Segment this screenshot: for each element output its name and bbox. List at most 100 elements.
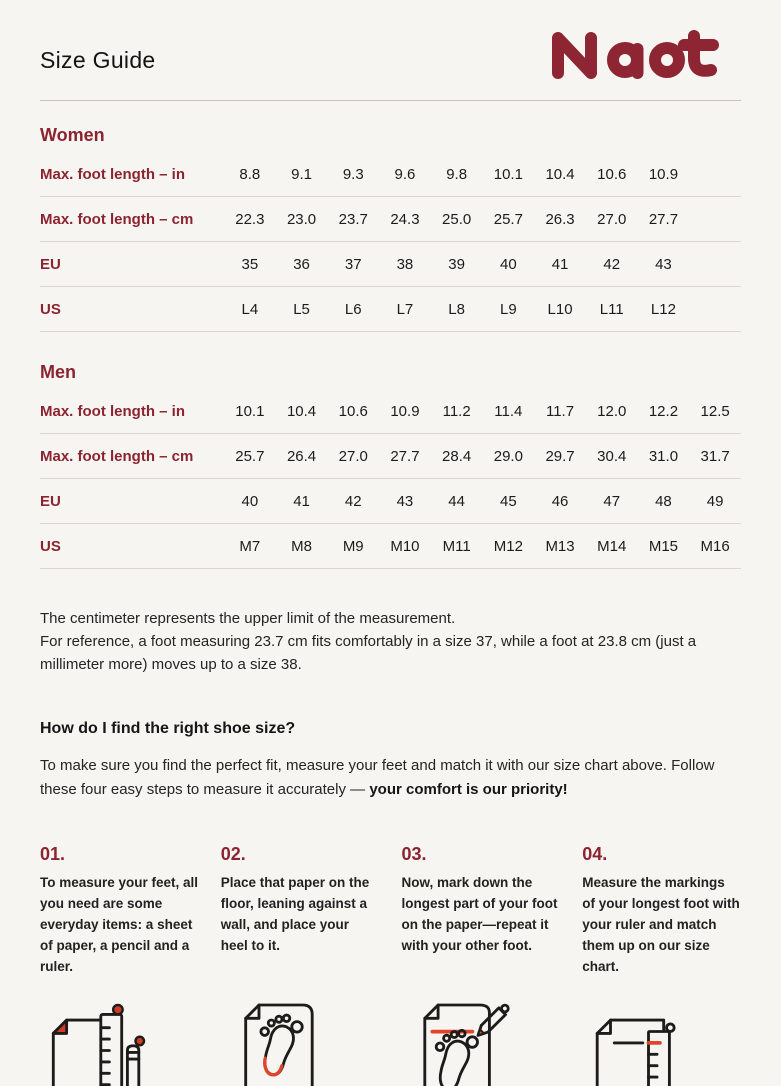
men-section-title: Men bbox=[40, 362, 76, 382]
size-value-cell: L8 bbox=[448, 300, 465, 318]
header: Size Guide bbox=[40, 28, 741, 82]
size-value-cell: 23.7 bbox=[338, 210, 368, 228]
size-table-row: EU 35 36 37 38 39 40 41 42 43 bbox=[40, 242, 741, 287]
step-1-text: To measure your feet, all you need are s… bbox=[40, 875, 199, 974]
size-value-cell: 11.2 bbox=[442, 402, 471, 420]
how-to-intro-text: To make sure you find the perfect fit, m… bbox=[40, 757, 715, 798]
size-value-cell: 39 bbox=[448, 255, 465, 273]
size-value-cell: 40 bbox=[500, 255, 517, 273]
size-value-cell: M9 bbox=[342, 537, 364, 555]
step-2: 02. Place that paper on the floor, leani… bbox=[221, 844, 380, 1086]
size-value-cell: 47 bbox=[603, 492, 621, 510]
size-value-cell: 49 bbox=[706, 492, 724, 510]
row-label: Max. foot length – cm bbox=[40, 447, 194, 465]
size-value-cell: 9.1 bbox=[291, 165, 312, 183]
size-value-cell: 10.4 bbox=[286, 402, 317, 420]
size-value-cell: 10.1 bbox=[493, 165, 523, 183]
size-table-row: US M7 M8 M9 M10 M11 M12 M13 M14 M15 M16 bbox=[40, 524, 741, 569]
size-value-cell: 9.8 bbox=[446, 165, 468, 183]
size-value-cell: 41 bbox=[551, 255, 569, 273]
header-divider bbox=[40, 100, 741, 101]
size-value-cell: L12 bbox=[650, 300, 676, 318]
row-label: EU bbox=[40, 255, 61, 273]
size-value-cell: 41 bbox=[293, 492, 310, 510]
row-label: Max. foot length – in bbox=[40, 165, 185, 183]
size-value-cell: 37 bbox=[344, 255, 362, 273]
size-value-cell: 27.0 bbox=[597, 210, 627, 228]
row-label: Max. foot length – cm bbox=[40, 210, 194, 228]
size-value-cell: 36 bbox=[293, 255, 310, 273]
row-label: Max. foot length – in bbox=[40, 402, 185, 420]
step-1: 01. To measure your feet, all you need a… bbox=[40, 844, 199, 1086]
size-value-cell: 12.0 bbox=[597, 402, 627, 420]
size-value-cell: M16 bbox=[700, 537, 730, 555]
size-value-cell: M7 bbox=[239, 537, 261, 555]
note-line-2: For reference, a foot measuring 23.7 cm … bbox=[40, 633, 697, 673]
size-value-cell: M11 bbox=[442, 537, 471, 555]
size-value-cell: L9 bbox=[500, 300, 517, 318]
size-value-cell: L10 bbox=[547, 300, 573, 318]
size-value-cell: 30.4 bbox=[597, 447, 627, 465]
men-size-table: Max. foot length – in 10.1 10.4 10.6 10.9 11.… bbox=[40, 389, 741, 569]
size-value-cell: 12.2 bbox=[648, 402, 679, 420]
step-2-number: 02. bbox=[220, 844, 246, 864]
size-value-cell: 25.0 bbox=[442, 210, 472, 228]
size-value-cell: 27.0 bbox=[338, 447, 368, 465]
paper-ruler-pencil-icon bbox=[40, 1001, 199, 1086]
size-value-cell: 11.7 bbox=[545, 402, 575, 420]
page-title: Size Guide bbox=[40, 46, 156, 73]
size-value-cell: L4 bbox=[241, 300, 259, 318]
size-value-cell: 43 bbox=[396, 492, 414, 510]
size-value-cell: 26.4 bbox=[286, 447, 317, 465]
step-3-text: Now, mark down the longest part of your … bbox=[401, 875, 558, 953]
size-value-cell: 27.7 bbox=[390, 447, 420, 465]
size-value-cell: 42 bbox=[603, 255, 621, 273]
size-table-row: Max. foot length – cm 22.3 23.0 23.7 24.3 25.… bbox=[40, 197, 741, 242]
size-value-cell: 42 bbox=[344, 492, 362, 510]
size-value-cell: 23.0 bbox=[286, 210, 317, 228]
size-value-cell: 28.4 bbox=[442, 447, 472, 465]
paper-ruler-measure-icon bbox=[582, 1001, 741, 1086]
size-value-cell: 29.7 bbox=[545, 447, 575, 465]
size-value-cell: 31.0 bbox=[648, 447, 679, 465]
size-value-cell: 35 bbox=[241, 255, 259, 273]
size-table-row: Max. foot length – in 8.8 9.1 9.3 9.6 9.8 10.1… bbox=[40, 152, 741, 197]
note-line-1: The centimeter represents the upper limi… bbox=[40, 610, 456, 627]
size-value-cell: 10.9 bbox=[390, 402, 420, 420]
size-table-row: US L4 L5 L6 L7 L8 L9 L10 L11 L12 bbox=[40, 287, 741, 332]
size-value-cell: M13 bbox=[545, 537, 575, 555]
size-value-cell: 24.3 bbox=[390, 210, 420, 228]
how-to-intro: To make sure you find the perfect fit, m… bbox=[40, 754, 740, 802]
measurement-note: The centimeter represents the upper limi… bbox=[40, 607, 700, 676]
step-3: 03. Now, mark down the longest part of y… bbox=[402, 844, 561, 1086]
paper-footprint-heel-icon bbox=[221, 984, 380, 1086]
size-table-row: Max. foot length – cm 25.7 26.4 27.0 27.7 28.… bbox=[40, 434, 741, 479]
size-value-cell: L5 bbox=[293, 300, 310, 318]
size-value-cell: 10.6 bbox=[597, 165, 627, 183]
step-4: 04. Measure the markings of your longest… bbox=[582, 844, 741, 1086]
size-value-cell: 31.7 bbox=[700, 447, 730, 465]
step-3-number: 03. bbox=[401, 844, 427, 864]
step-4-text: Measure the markings of your longest foo… bbox=[582, 875, 740, 974]
step-4-number: 04. bbox=[582, 844, 608, 864]
size-value-cell: 46 bbox=[551, 492, 569, 510]
size-value-cell: M14 bbox=[597, 537, 627, 555]
size-value-cell: 45 bbox=[500, 492, 517, 510]
women-size-table: Max. foot length – in 8.8 9.1 9.3 9.6 9.8 10.1… bbox=[40, 152, 741, 332]
size-value-cell: 9.6 bbox=[394, 165, 416, 183]
how-to-heading: How do I find the right shoe size? bbox=[40, 720, 296, 737]
size-value-cell: 11.4 bbox=[494, 402, 523, 420]
size-value-cell: M15 bbox=[648, 537, 679, 555]
row-label: EU bbox=[40, 492, 61, 510]
size-value-cell: 10.9 bbox=[648, 165, 679, 183]
size-value-cell: 10.1 bbox=[235, 402, 265, 420]
size-value-cell: 25.7 bbox=[493, 210, 523, 228]
row-label: US bbox=[40, 300, 61, 318]
size-value-cell: 43 bbox=[655, 255, 672, 273]
step-1-number: 01. bbox=[40, 844, 66, 864]
size-table-row: Max. foot length – in 10.1 10.4 10.6 10.9 11.… bbox=[40, 389, 741, 434]
measuring-steps: 01. To measure your feet, all you need a… bbox=[40, 844, 741, 1086]
size-value-cell: 27.7 bbox=[648, 210, 679, 228]
size-table-row: EU 40 41 42 43 44 45 46 47 48 49 bbox=[40, 479, 741, 524]
